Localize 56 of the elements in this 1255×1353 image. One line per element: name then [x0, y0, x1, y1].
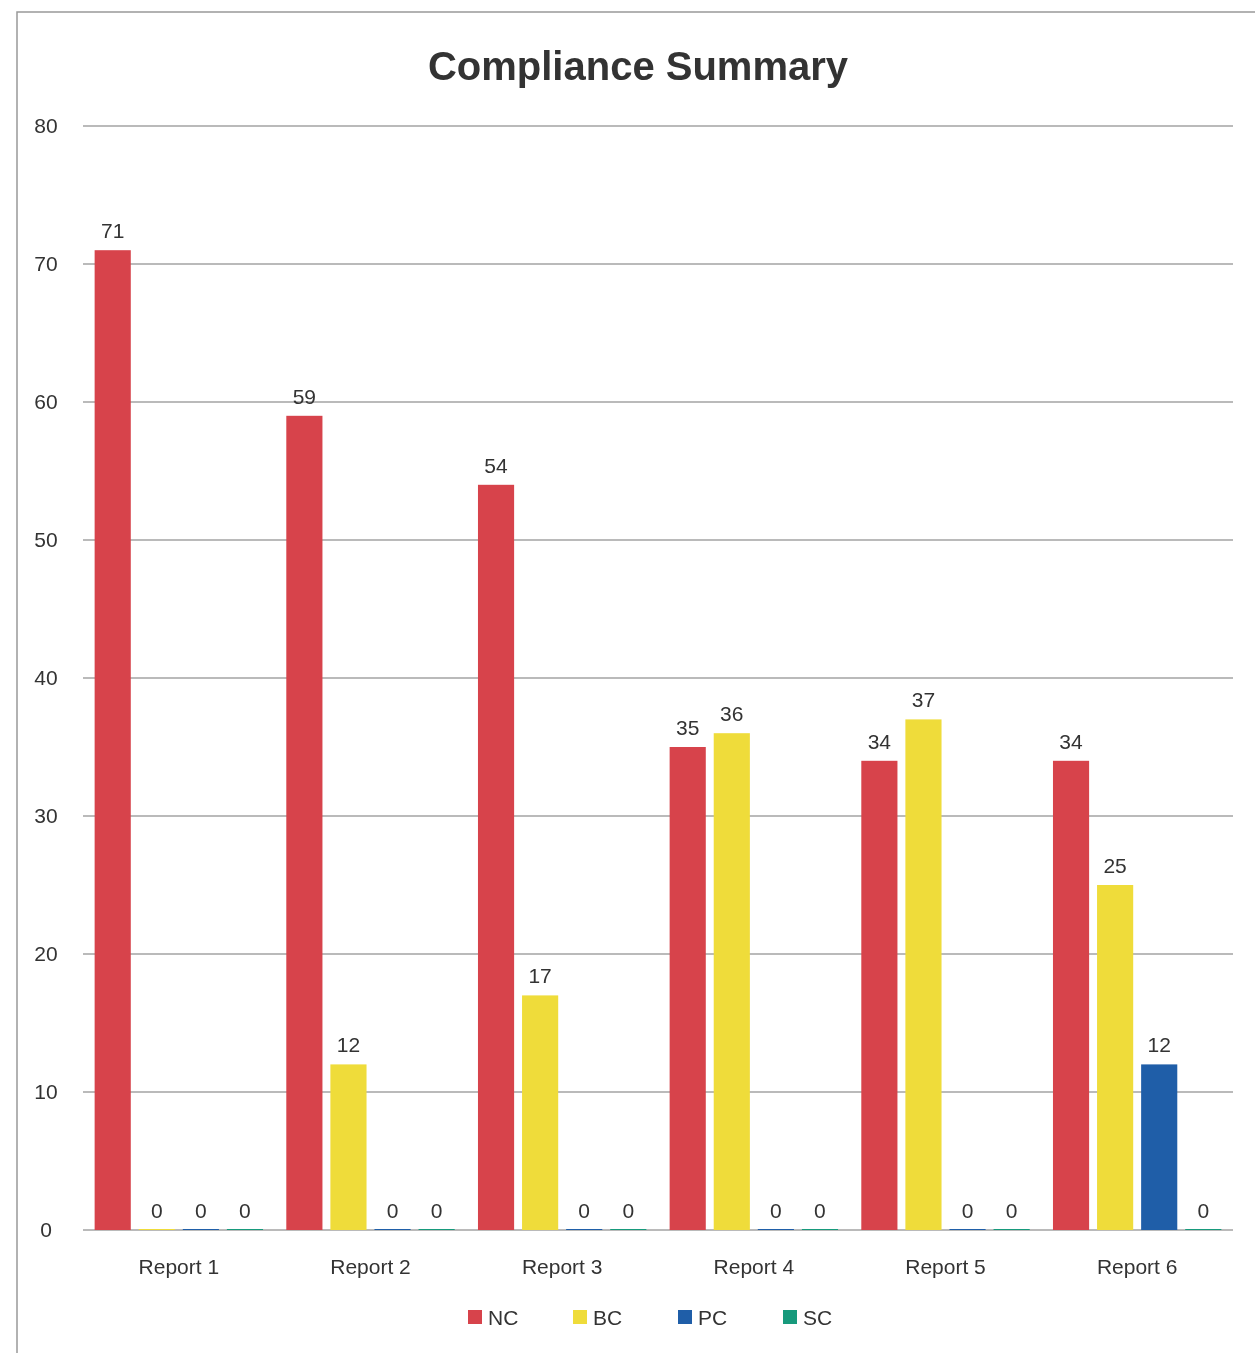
y-tick-label: 0	[40, 1218, 52, 1242]
data-label: 0	[578, 1199, 591, 1222]
x-tick-label: Report 4	[713, 1255, 795, 1278]
y-tick-label: 80	[34, 114, 58, 138]
x-tick-label: Report 5	[905, 1255, 986, 1278]
x-tick-label: Report 6	[1096, 1255, 1178, 1278]
data-label: 54	[484, 453, 509, 477]
data-label: 0	[770, 1199, 782, 1222]
data-label: 0	[1197, 1199, 1210, 1222]
bar	[94, 250, 131, 1230]
bar	[1141, 1064, 1178, 1230]
data-label: 0	[386, 1199, 399, 1222]
legend-label: BC	[593, 1306, 623, 1330]
legend-label: SC	[803, 1306, 833, 1330]
x-tick-label: Report 2	[330, 1255, 411, 1278]
data-label: 0	[430, 1199, 443, 1222]
data-label: 12	[336, 1033, 361, 1057]
y-tick-label: 30	[34, 804, 58, 828]
y-tick-label: 60	[34, 390, 58, 414]
bar	[1097, 885, 1134, 1230]
data-label: 36	[720, 702, 744, 726]
bar	[522, 995, 559, 1230]
bar	[861, 760, 898, 1230]
chart-title: Compliance Summary	[427, 44, 849, 88]
data-label: 34	[1059, 729, 1084, 753]
data-label: 0	[239, 1199, 251, 1222]
data-label: 17	[528, 964, 552, 988]
bar	[477, 484, 515, 1230]
y-tick-label: 50	[34, 528, 58, 552]
data-label: 35	[676, 716, 700, 739]
bar	[713, 733, 750, 1230]
data-label: 0	[1005, 1199, 1018, 1222]
bar	[905, 719, 942, 1230]
data-label: 0	[195, 1199, 207, 1222]
bar	[669, 747, 706, 1230]
data-label: 0	[961, 1199, 974, 1222]
y-tick-label: 20	[34, 942, 58, 966]
y-tick-label: 40	[34, 666, 58, 690]
y-tick-label: 70	[34, 252, 58, 276]
data-label: 37	[911, 688, 936, 712]
bar	[1052, 760, 1090, 1230]
x-tick-label: Report 1	[138, 1255, 220, 1278]
data-label: 12	[1147, 1033, 1171, 1057]
data-label: 34	[867, 729, 892, 753]
y-tick-label: 10	[34, 1080, 58, 1104]
legend-label: PC	[698, 1306, 728, 1330]
legend-label: NC	[488, 1306, 519, 1330]
x-tick-label: Report 3	[521, 1255, 603, 1278]
data-label: 59	[292, 384, 317, 408]
data-label: 0	[150, 1199, 163, 1222]
data-label: 71	[101, 219, 125, 243]
bar	[286, 415, 323, 1230]
data-label: 0	[814, 1199, 826, 1222]
data-label: 0	[622, 1199, 635, 1222]
data-label: 25	[1103, 854, 1127, 877]
bar	[330, 1064, 367, 1230]
